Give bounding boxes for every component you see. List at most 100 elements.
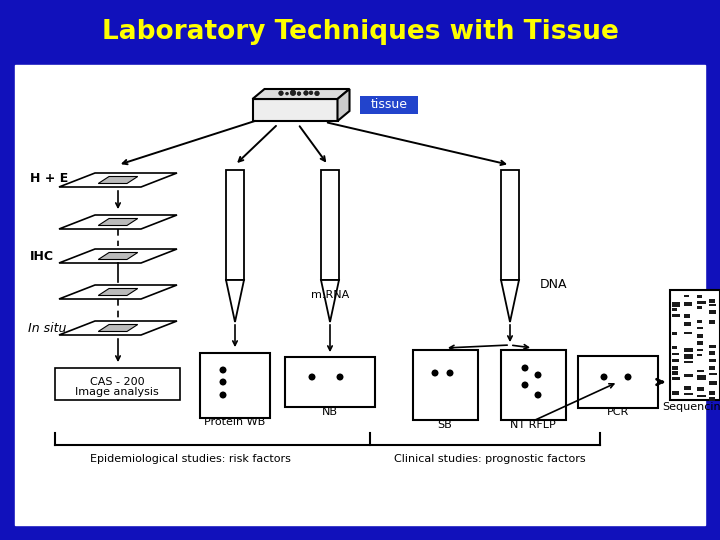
Bar — [672, 346, 678, 349]
Polygon shape — [98, 177, 138, 184]
Text: PCR: PCR — [607, 407, 629, 417]
Circle shape — [534, 392, 541, 399]
Polygon shape — [98, 288, 138, 295]
Circle shape — [336, 374, 343, 381]
Bar — [685, 348, 693, 352]
Bar — [285, 357, 375, 407]
Bar — [672, 302, 680, 307]
Bar — [15, 65, 705, 525]
Bar — [685, 361, 693, 363]
Bar — [709, 359, 716, 362]
Bar — [709, 310, 716, 314]
Bar — [672, 372, 678, 375]
Bar — [685, 354, 693, 359]
Bar — [709, 366, 715, 370]
Bar — [697, 327, 703, 329]
Text: In situ: In situ — [28, 321, 66, 334]
Bar — [685, 387, 691, 390]
Polygon shape — [321, 280, 339, 322]
Text: Clinical studies: prognostic factors: Clinical studies: prognostic factors — [394, 454, 586, 464]
Bar — [697, 301, 706, 304]
Bar — [709, 320, 715, 324]
Bar — [685, 295, 689, 297]
Circle shape — [279, 91, 283, 96]
Bar — [360, 96, 418, 114]
Bar — [697, 320, 702, 323]
Polygon shape — [59, 173, 177, 187]
Bar — [697, 354, 702, 356]
Bar — [709, 373, 717, 375]
Bar — [672, 332, 677, 335]
Bar — [697, 375, 706, 380]
Polygon shape — [59, 321, 177, 335]
Bar — [55, 368, 180, 400]
Bar — [709, 345, 716, 348]
Bar — [709, 397, 715, 401]
Bar — [672, 377, 680, 380]
Text: m.RNA: m.RNA — [311, 290, 349, 300]
Polygon shape — [253, 89, 349, 99]
Polygon shape — [59, 285, 177, 299]
Bar — [685, 314, 690, 318]
Bar — [672, 353, 679, 355]
Polygon shape — [59, 249, 177, 263]
Bar — [697, 341, 703, 345]
Bar — [709, 300, 714, 303]
Bar — [709, 304, 716, 306]
Bar — [697, 388, 704, 392]
Bar — [0, 0, 720, 65]
Bar — [685, 302, 693, 306]
Polygon shape — [501, 280, 519, 322]
Bar — [697, 334, 703, 338]
Circle shape — [297, 92, 301, 96]
Bar — [200, 353, 270, 417]
Bar — [670, 290, 720, 400]
Bar — [697, 295, 702, 299]
Bar — [685, 332, 691, 334]
Bar — [685, 393, 693, 395]
Text: Epidemiological studies: risk factors: Epidemiological studies: risk factors — [89, 454, 290, 464]
Circle shape — [304, 91, 308, 95]
Bar — [413, 350, 477, 420]
Circle shape — [431, 369, 438, 376]
Circle shape — [446, 369, 454, 376]
Bar — [226, 170, 244, 280]
Bar — [685, 374, 693, 377]
Bar — [672, 314, 680, 317]
Text: DNA: DNA — [540, 279, 567, 292]
Polygon shape — [59, 215, 177, 229]
Circle shape — [309, 91, 312, 94]
Text: Protein WB: Protein WB — [204, 417, 266, 427]
Bar — [709, 351, 715, 355]
Text: tissue: tissue — [371, 98, 408, 111]
Text: Image analysis: Image analysis — [75, 387, 159, 397]
Circle shape — [534, 372, 541, 379]
Text: H + E: H + E — [30, 172, 68, 185]
Bar — [321, 170, 339, 280]
Bar — [578, 356, 658, 408]
Circle shape — [600, 374, 608, 381]
Circle shape — [220, 367, 227, 374]
Circle shape — [315, 91, 319, 96]
Bar — [709, 381, 717, 385]
Polygon shape — [98, 253, 138, 260]
Bar — [672, 308, 678, 311]
Polygon shape — [338, 89, 349, 121]
Bar — [697, 349, 703, 350]
Bar — [709, 391, 715, 395]
Bar — [697, 306, 703, 309]
Circle shape — [521, 364, 528, 372]
Text: NT RFLP: NT RFLP — [510, 420, 556, 430]
Circle shape — [220, 392, 227, 399]
Text: IHC: IHC — [30, 249, 54, 262]
Circle shape — [521, 381, 528, 388]
Bar — [672, 392, 679, 395]
Bar — [697, 370, 703, 372]
Circle shape — [220, 379, 227, 386]
Text: SB: SB — [438, 420, 452, 430]
Bar — [500, 350, 565, 420]
Text: CAS - 200: CAS - 200 — [90, 377, 144, 387]
Polygon shape — [98, 219, 138, 226]
Bar — [253, 99, 338, 121]
Bar — [672, 366, 678, 370]
